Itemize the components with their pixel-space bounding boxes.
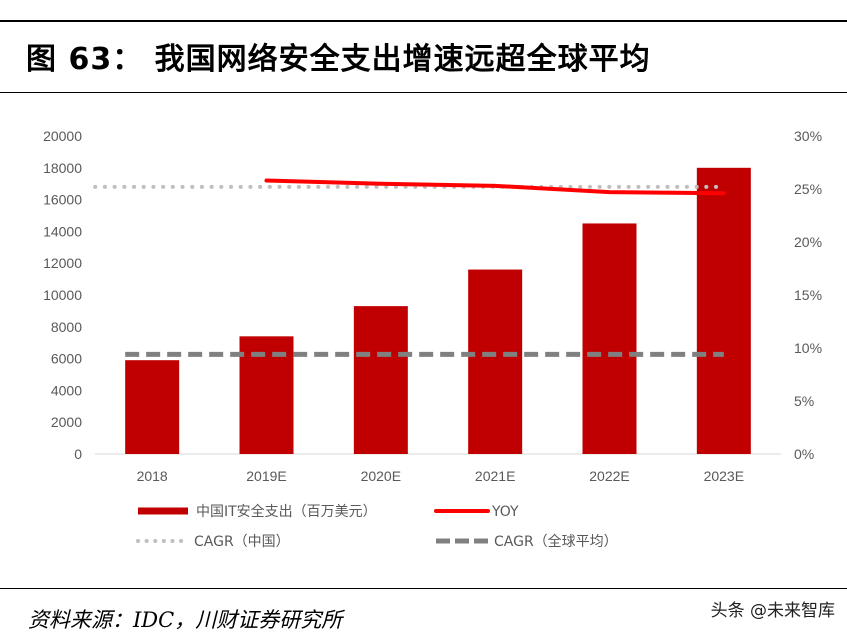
series-line-yoy <box>264 178 726 196</box>
y-tick-label: 8000 <box>51 319 82 335</box>
y-tick-label: 12000 <box>43 255 82 271</box>
bottom-rule <box>0 588 847 589</box>
y-tick-label: 0 <box>74 446 82 462</box>
x-tick-label: 2020E <box>361 468 401 484</box>
figure-title: 图 63： 我国网络安全支出增速远超全球平均 <box>26 42 651 77</box>
title-rule <box>0 92 847 93</box>
legend-label: CAGR（全球平均） <box>494 533 618 550</box>
bar <box>125 360 180 454</box>
bar <box>468 269 523 454</box>
y2-tick-label: 0% <box>794 446 814 462</box>
x-tick-label: 2021E <box>475 468 515 484</box>
source-note: 资料来源：IDC，川财证券研究所 <box>28 608 343 632</box>
y-tick-label: 4000 <box>51 382 82 398</box>
y2-tick-label: 20% <box>794 234 822 250</box>
bar <box>582 223 637 454</box>
x-tick-label: 2023E <box>704 468 744 484</box>
y2-tick-label: 30% <box>794 128 822 144</box>
y2-tick-label: 5% <box>794 393 814 409</box>
y-tick-label: 18000 <box>43 160 82 176</box>
y2-tick-label: 10% <box>794 340 822 356</box>
legend-label: 中国IT安全支出（百万美元） <box>196 503 377 520</box>
legend-label: YOY <box>491 504 519 520</box>
y-tick-label: 20000 <box>43 128 82 144</box>
bar <box>353 306 408 454</box>
bar <box>696 167 751 455</box>
x-tick-label: 2022E <box>589 468 629 484</box>
x-tick-label: 2018 <box>137 468 168 484</box>
y-tick-label: 6000 <box>51 351 82 367</box>
y-tick-label: 10000 <box>43 287 82 303</box>
legend-label: CAGR（中国） <box>194 534 290 550</box>
top-rule <box>0 20 847 22</box>
x-tick-label: 2019E <box>246 468 286 484</box>
y-tick-label: 2000 <box>51 414 82 430</box>
y2-tick-label: 15% <box>794 287 822 303</box>
y-tick-label: 16000 <box>43 192 82 208</box>
y2-tick-label: 25% <box>794 181 822 197</box>
y-tick-label: 14000 <box>43 223 82 239</box>
watermark: 头条 @未来智库 <box>710 601 835 621</box>
